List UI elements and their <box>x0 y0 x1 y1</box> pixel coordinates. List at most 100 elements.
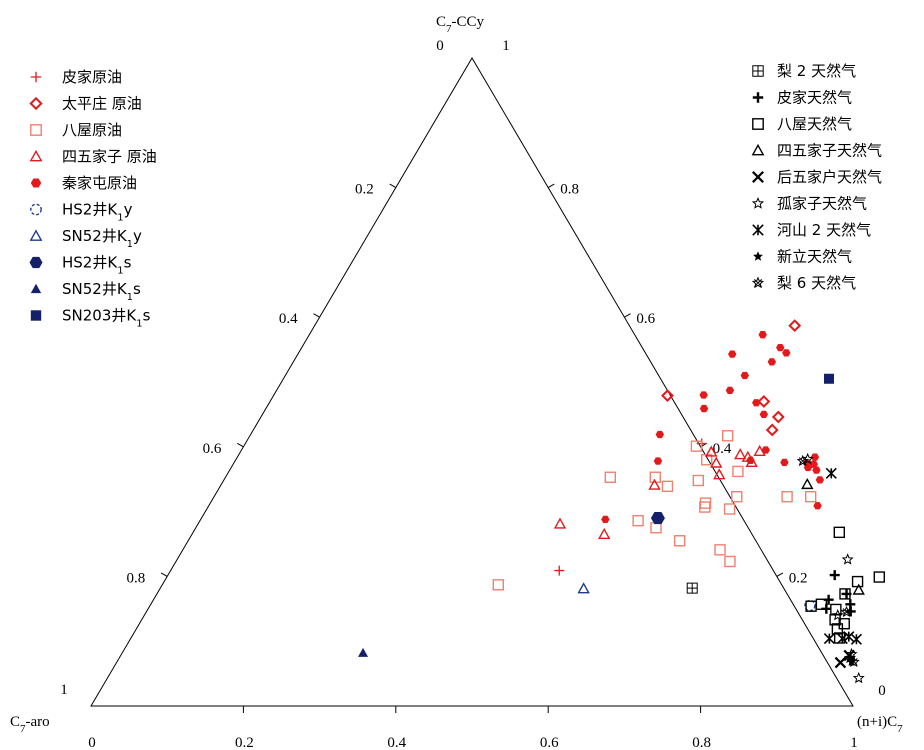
tick-marks <box>160 183 784 713</box>
point-qinjiatun_oil <box>815 476 825 484</box>
ternary-frame <box>90 57 854 707</box>
apex-left-label: 0 <box>436 38 444 54</box>
point-pijia_gas <box>829 570 840 581</box>
left-tick <box>160 572 168 577</box>
legend-label-sn52_k1y: SN52井K1y <box>62 227 142 250</box>
legend-label-pijia_oil: 皮家原油 <box>62 68 122 86</box>
point-bawu_oil <box>690 440 703 452</box>
point-qinjiatun_oil <box>746 456 755 465</box>
point-siwujiazi_gas <box>852 583 865 595</box>
point-pijia_oil <box>554 565 565 576</box>
point-qinjiatun_oil <box>759 410 769 419</box>
right-tick-label: 0.6 <box>636 311 655 327</box>
point-bawu_oil <box>650 522 662 534</box>
point-sn52_k1s <box>358 647 369 657</box>
point-siwujiazi_gas <box>801 477 814 490</box>
legend-marker-houwujiahu_gas <box>752 171 764 183</box>
left-tick-label: 0.6 <box>203 441 222 457</box>
point-siwujiazi_oil <box>734 448 747 460</box>
apex-right-label: 1 <box>502 38 510 54</box>
legend-marker-xinli_gas <box>753 251 763 261</box>
right-tick <box>776 572 784 577</box>
point-gujiazi_gas <box>852 671 865 684</box>
point-gujiazi_gas <box>841 553 854 565</box>
legend-label-siwujiazi_oil: 四五家子 原油 <box>62 148 157 166</box>
legend-label-li2_gas: 梨 2 天然气 <box>777 62 856 80</box>
point-qinjiatun_oil <box>699 404 709 413</box>
legend-label-bawu_gas: 八屋天然气 <box>777 115 852 133</box>
point-bawu_oil <box>699 501 711 513</box>
legend-marker-heshan2_gas <box>752 224 764 236</box>
point-qinjiatun_oil <box>812 466 821 474</box>
bottom-right-label: 0 <box>878 683 886 699</box>
point-bawu_gas <box>833 526 845 539</box>
legend-marker-taipingzhuang_oil <box>29 96 43 111</box>
point-qinjiatun_oil <box>655 430 665 439</box>
point-bawu_gas <box>829 614 841 626</box>
point-siwujiazi_oil <box>705 445 718 457</box>
legend-label-xinli_gas: 新立天然气 <box>777 248 852 266</box>
legend-label-gujiazi_gas: 孤家子天然气 <box>777 195 867 213</box>
point-bawu_gas <box>839 588 851 600</box>
point-siwujiazi_oil <box>710 456 723 468</box>
point-qinjiatun_oil <box>780 458 789 466</box>
point-bawu_oil <box>724 555 736 568</box>
point-bawu_gas <box>815 598 828 610</box>
point-bawu_oil <box>699 497 712 509</box>
point-sn52_k1y <box>577 582 590 594</box>
point-qinjiatun_oil <box>761 446 770 454</box>
point-bawu_oil <box>721 430 734 442</box>
point-bawu_oil <box>661 480 674 493</box>
point-li6_gas <box>847 655 860 668</box>
legend-label-houwujiahu_gas: 后五家户天然气 <box>777 168 882 186</box>
point-qinjiatun_oil <box>752 399 761 407</box>
left-tick-label: 0.8 <box>126 570 145 586</box>
point-taipingzhuang_oil <box>771 410 785 424</box>
point-qinjiatun_oil <box>740 371 749 380</box>
legend-marker-hs2_k1y <box>30 203 42 216</box>
point-bawu_oil <box>781 490 793 503</box>
legend-label-sn203_k1s: SN203井K1s <box>62 307 151 330</box>
triangle-outline <box>90 57 854 707</box>
point-bawu_oil <box>731 490 743 503</box>
point-bawu_gas <box>833 632 846 644</box>
point-bawu_oil <box>692 474 705 487</box>
legend-marker-siwujiazi_oil <box>29 149 43 162</box>
point-bawu_oil <box>604 471 617 483</box>
point-qinjiatun_oil <box>767 358 777 366</box>
point-siwujiazi_oil <box>553 517 567 529</box>
bottom-tick-label: 0.2 <box>235 735 254 750</box>
point-taipingzhuang_oil <box>757 395 771 408</box>
point-qinjiatun_oil <box>813 502 822 510</box>
legend-label-bawu_oil: 八屋原油 <box>62 121 122 139</box>
legend-label-sn52_k1s: SN52井K1s <box>62 280 141 303</box>
point-pijia_gas <box>845 599 856 610</box>
bottom-tick-label: 0.6 <box>540 735 559 750</box>
legend-marker-bawu_gas <box>752 118 764 130</box>
right-tick <box>547 183 555 189</box>
point-heshan2_gas <box>850 633 862 645</box>
point-taipingzhuang_oil <box>788 319 802 333</box>
point-taipingzhuang_oil <box>765 423 779 437</box>
bottom-tick-label: 1 <box>850 735 858 750</box>
point-heshan2_gas <box>836 633 848 645</box>
point-siwujiazi_oil <box>713 468 726 480</box>
legend-label-qinjiatun_oil: 秦家屯原油 <box>62 174 137 192</box>
point-li2_gas <box>686 582 698 594</box>
legend-label-li6_gas: 梨 6 天然气 <box>777 274 856 292</box>
left-tick-label: 0.2 <box>355 182 374 198</box>
legend-marker-qinjiatun_oil <box>30 178 42 188</box>
point-qinjiatun_oil <box>758 331 767 339</box>
right-tick <box>624 313 631 318</box>
point-qinjiatun_oil <box>725 386 735 395</box>
legend-marker-sn52_k1y <box>29 229 43 241</box>
point-bawu_oil <box>723 503 736 515</box>
point-qinjiatun_oil <box>728 350 737 358</box>
legend-marker-li6_gas <box>751 276 765 289</box>
data-points <box>358 319 885 684</box>
point-bawu_oil <box>673 535 686 547</box>
tick-labels: 0 0.2 0.4 0.6 0.8 1 0.2 0.4 0.6 0.8 0.8 0.6 0.4 0.2 0 1… <box>60 38 886 750</box>
point-qinjiatun_oil <box>809 460 818 468</box>
legend-label-pijia_gas: 皮家天然气 <box>777 89 852 107</box>
